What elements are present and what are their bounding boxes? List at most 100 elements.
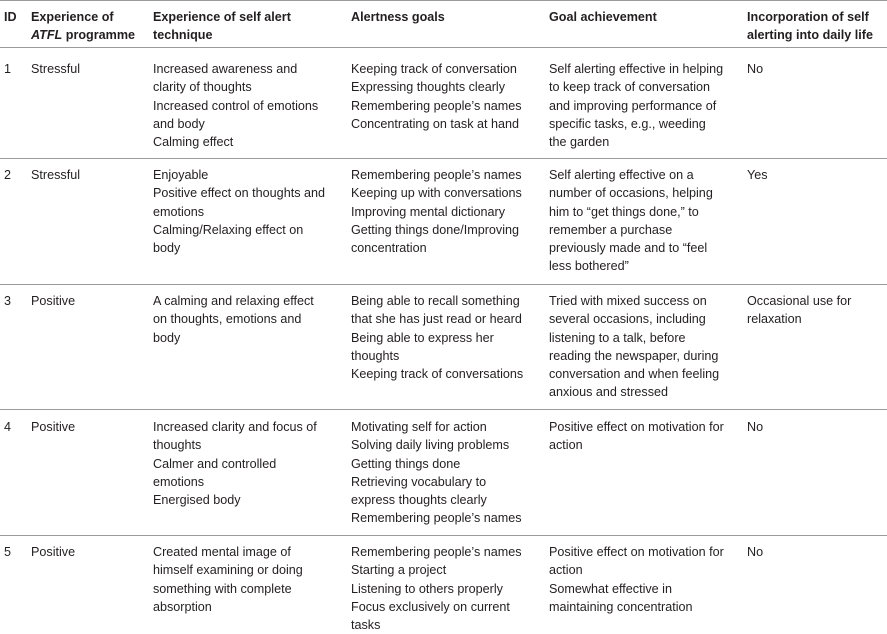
achievement-line: Self alerting effective on a [549, 168, 694, 182]
technique-line: something with complete [153, 581, 292, 596]
cell-achievement: Self alerting effective on a number of o… [549, 166, 713, 276]
cell-id: 4 [4, 420, 12, 434]
technique-line: body [153, 330, 181, 345]
goal-line: Remembering people’s names [351, 545, 522, 559]
header-self-alert: Experience of self alert technique [153, 8, 291, 45]
technique-line: body [153, 241, 181, 256]
table-top-rule [0, 0, 887, 1]
technique-line: Positive effect on thoughts and [153, 186, 326, 201]
technique-line: Increased awareness and [153, 62, 298, 76]
header-experience-atfl: Experience of ATFL programme [31, 8, 135, 45]
goal-line: Concentrating on task at hand [351, 116, 520, 131]
achievement-line: Self alerting effective in helping [549, 62, 724, 76]
cell-technique: Increased awareness and clarity of thoug… [153, 60, 318, 151]
goal-line: Solving daily living problems [351, 438, 510, 453]
incorporation-line2: relaxation [747, 312, 802, 327]
cell-technique: A calming and relaxing effect on thought… [153, 292, 314, 347]
technique-line: absorption [153, 599, 212, 614]
cell-goals: Keeping track of conversation Expressing… [351, 60, 522, 133]
technique-line: clarity of thoughts [153, 80, 252, 95]
achievement-line: action [549, 438, 583, 453]
technique-line: Energised body [153, 493, 241, 508]
achievement-line: him to “get things done,” to [549, 204, 699, 219]
achievement-line: the garden [549, 135, 610, 150]
cell-experience: Positive [31, 294, 76, 308]
goal-line: concentration [351, 241, 427, 256]
goal-line: Listening to others properly [351, 581, 503, 596]
cell-achievement: Positive effect on motivation for action… [549, 543, 724, 616]
goal-line: Keeping track of conversations [351, 367, 524, 382]
goal-line: Focus exclusively on current [351, 599, 510, 614]
achievement-line: remember a purchase [549, 222, 673, 237]
header-incorporation: Incorporation of self alerting into dail… [747, 8, 880, 45]
technique-line: Calmer and controlled [153, 456, 277, 471]
goal-line: Motivating self for action [351, 420, 487, 434]
achievement-line: reading the newspaper, during [549, 348, 719, 363]
goal-line: that she has just read or heard [351, 312, 522, 327]
technique-line: emotions [153, 204, 205, 219]
goal-line: Being able to express her [351, 330, 494, 345]
achievement-line: Positive effect on motivation for [549, 545, 724, 559]
header-rule [0, 47, 887, 48]
technique-line: Increased control of emotions [153, 98, 319, 113]
achievement-line: anxious and stressed [549, 385, 669, 400]
cell-incorporation: Occasional use for relaxation [747, 292, 885, 329]
goal-line: Getting things done [351, 456, 461, 471]
technique-line: on thoughts, emotions and [153, 312, 302, 327]
cell-goals: Remembering people’s names Starting a pr… [351, 543, 522, 634]
technique-line: emotions [153, 474, 205, 489]
cell-goals: Being able to recall something that she … [351, 292, 523, 383]
incorporation-word3: for [836, 294, 852, 308]
technique-line: Created mental image of [153, 545, 291, 559]
technique-line: thoughts [153, 438, 202, 453]
row-rule [0, 535, 887, 536]
cell-id: 3 [4, 294, 12, 308]
goal-line: Remembering people’s names [351, 511, 522, 526]
achievement-line: action [549, 563, 583, 578]
achievement-line: maintaining concentration [549, 599, 693, 614]
header-atfl-italic: ATFL [31, 28, 63, 43]
goal-line: Getting things done/Improving [351, 222, 520, 237]
cell-experience: Positive [31, 545, 76, 559]
cell-incorporation: No [747, 545, 764, 559]
goal-line: Keeping up with conversations [351, 186, 522, 201]
cell-goals: Motivating self for action Solving daily… [351, 418, 522, 528]
cell-experience: Positive [31, 420, 76, 434]
row-rule [0, 284, 887, 285]
cell-id: 2 [4, 168, 12, 182]
cell-achievement: Self alerting effective in helping to ke… [549, 60, 723, 151]
header-self-alert-line2: technique [153, 28, 213, 43]
cell-goals: Remembering people’s names Keeping up wi… [351, 166, 522, 257]
header-incorporation-line1: Incorporation of self [747, 8, 880, 26]
header-experience-atfl-line2: ATFL programme [31, 26, 135, 44]
cell-achievement: Tried with mixed success on several occa… [549, 292, 719, 402]
achievement-line: less bothered” [549, 259, 629, 274]
goal-line: Being able to recall something [351, 294, 520, 308]
header-incorporation-line2: alerting into daily life [747, 28, 873, 43]
achievement-line: Positive effect on motivation for [549, 420, 724, 434]
goal-line: Retrieving vocabulary to [351, 474, 487, 489]
goal-line: express thoughts clearly [351, 493, 487, 508]
technique-line: A calming and relaxing effect [153, 294, 314, 308]
cell-incorporation: No [747, 62, 764, 76]
goal-line: Remembering people’s names [351, 98, 522, 113]
goal-line: Remembering people’s names [351, 168, 522, 182]
cell-technique: Increased clarity and focus of thoughts … [153, 418, 317, 509]
technique-line: Enjoyable [153, 168, 209, 182]
cell-id: 5 [4, 545, 12, 559]
header-experience-atfl-line1: Experience of [31, 10, 114, 24]
technique-line: himself examining or doing [153, 563, 303, 578]
header-incorporation-word3: self [847, 10, 869, 24]
achievement-line: listening to a talk, before [549, 330, 686, 345]
incorporation-word2: use [812, 294, 834, 308]
achievement-line: specific tasks, e.g., weeding [549, 116, 706, 131]
achievement-line: conversation and when feeling [549, 367, 720, 382]
header-incorporation-word1: Incorporation [747, 10, 829, 24]
cell-experience: Stressful [31, 168, 80, 182]
achievement-line: several occasions, including [549, 312, 706, 327]
achievement-line: to keep track of conversation [549, 80, 711, 95]
cell-incorporation: No [747, 420, 764, 434]
cell-experience: Stressful [31, 62, 80, 76]
header-programme-text: programme [62, 28, 136, 43]
achievement-line: number of occasions, helping [549, 186, 713, 201]
